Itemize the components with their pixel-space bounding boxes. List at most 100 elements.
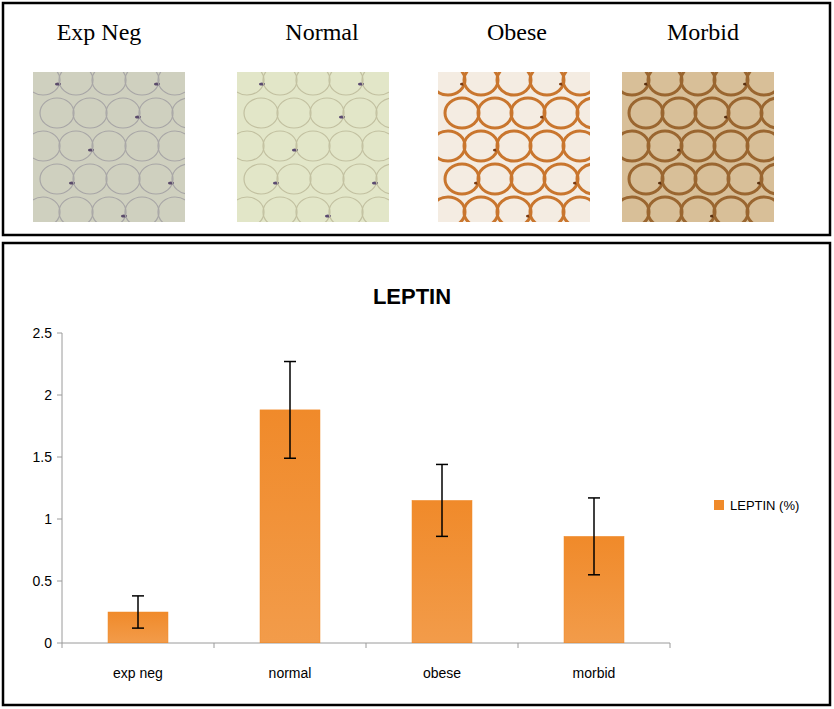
y-tick bbox=[57, 581, 62, 582]
cell-outline bbox=[747, 197, 774, 222]
cell-outline bbox=[33, 72, 60, 95]
cell-outline bbox=[563, 72, 590, 95]
cell-outline bbox=[761, 164, 774, 194]
cell-outline bbox=[362, 131, 389, 161]
plot-marks bbox=[108, 362, 624, 643]
legend-swatch bbox=[714, 500, 724, 510]
cell-outline bbox=[92, 197, 126, 222]
cell-outline bbox=[563, 197, 590, 222]
error-bar bbox=[284, 362, 296, 459]
x-tick bbox=[366, 643, 367, 648]
y-tick bbox=[57, 643, 62, 644]
y-tick bbox=[57, 457, 62, 458]
cell-outline bbox=[714, 131, 748, 161]
cell-outline bbox=[92, 131, 126, 161]
error-cap bbox=[436, 536, 448, 538]
x-tick bbox=[518, 643, 519, 648]
cell-outline bbox=[59, 131, 93, 161]
cell-outline bbox=[563, 131, 590, 161]
error-cap bbox=[132, 627, 144, 629]
cell-outline bbox=[478, 98, 512, 128]
canvas: Exp NegNormalObeseMorbidLEPTIN00.511.522… bbox=[0, 0, 834, 709]
cell-outline bbox=[362, 197, 389, 222]
y-tick-label: 2 bbox=[44, 387, 52, 403]
error-stem bbox=[289, 362, 291, 459]
cell-outline bbox=[33, 197, 60, 222]
cell-outline bbox=[244, 164, 278, 194]
cell-outline bbox=[263, 131, 297, 161]
cell-outline bbox=[662, 164, 696, 194]
cell-outline bbox=[310, 98, 344, 128]
cell-outline bbox=[464, 72, 498, 95]
error-bar bbox=[436, 464, 448, 536]
cell-outline bbox=[172, 98, 185, 128]
error-cap bbox=[588, 497, 600, 499]
cell-outline bbox=[681, 197, 715, 222]
cell-outline bbox=[695, 164, 729, 194]
cell-outline bbox=[237, 72, 264, 95]
cell-outline bbox=[511, 164, 545, 194]
cell-outline bbox=[530, 72, 564, 95]
cell-outline bbox=[172, 164, 185, 194]
cell-outline bbox=[263, 197, 297, 222]
cell-outline bbox=[747, 131, 774, 161]
cell-outline bbox=[329, 131, 363, 161]
cell-outline bbox=[497, 131, 531, 161]
x-tick-label: exp neg bbox=[113, 665, 163, 681]
cell-outline bbox=[497, 72, 531, 95]
cell-outline bbox=[296, 131, 330, 161]
cell-outline bbox=[277, 98, 311, 128]
y-tick bbox=[57, 395, 62, 396]
cell-outline bbox=[728, 98, 762, 128]
cell-outline bbox=[106, 164, 140, 194]
cell-outline bbox=[59, 197, 93, 222]
cell-outline bbox=[662, 98, 696, 128]
cell-outline bbox=[438, 72, 465, 95]
histology-image bbox=[33, 72, 185, 222]
cell-outline bbox=[73, 98, 107, 128]
cell-outline bbox=[622, 197, 649, 222]
cell-outline bbox=[125, 131, 159, 161]
image-label: Normal bbox=[285, 19, 359, 45]
histology-image bbox=[438, 72, 590, 222]
x-tick bbox=[214, 643, 215, 648]
y-tick-label: 1 bbox=[44, 511, 52, 527]
cell-outline bbox=[277, 164, 311, 194]
error-bar bbox=[588, 498, 600, 575]
x-tick-label: morbid bbox=[573, 665, 616, 681]
error-stem bbox=[441, 464, 443, 536]
cell-outline bbox=[73, 164, 107, 194]
cell-outline bbox=[761, 98, 774, 128]
cell-outline bbox=[296, 72, 330, 95]
histology-image bbox=[622, 72, 774, 222]
cell-outline bbox=[376, 98, 389, 128]
y-tick-label: 1.5 bbox=[33, 449, 53, 465]
cell-outline bbox=[139, 98, 173, 128]
cell-outline bbox=[577, 164, 590, 194]
cell-outline bbox=[310, 164, 344, 194]
cell-outline bbox=[622, 131, 649, 161]
cell-outline bbox=[237, 131, 264, 161]
cell-outline bbox=[544, 98, 578, 128]
y-tick-label: 0 bbox=[44, 635, 52, 651]
cell-outline bbox=[577, 98, 590, 128]
cell-outline bbox=[59, 72, 93, 95]
cell-outline bbox=[237, 197, 264, 222]
cell-outline bbox=[544, 164, 578, 194]
cell-outline bbox=[362, 72, 389, 95]
image-label: Morbid bbox=[667, 19, 739, 45]
error-cap bbox=[284, 457, 296, 459]
error-stem bbox=[137, 596, 139, 628]
cell-outline bbox=[40, 164, 74, 194]
cell-outline bbox=[158, 197, 185, 222]
chart-title: LEPTIN bbox=[373, 284, 451, 309]
cell-outline bbox=[438, 197, 465, 222]
cell-outline bbox=[511, 98, 545, 128]
x-tick bbox=[62, 643, 63, 648]
legend-label: LEPTIN (%) bbox=[730, 498, 799, 513]
cell-outline bbox=[478, 164, 512, 194]
error-cap bbox=[588, 574, 600, 576]
error-bar bbox=[132, 596, 144, 628]
cell-outline bbox=[681, 72, 715, 95]
error-cap bbox=[284, 361, 296, 363]
